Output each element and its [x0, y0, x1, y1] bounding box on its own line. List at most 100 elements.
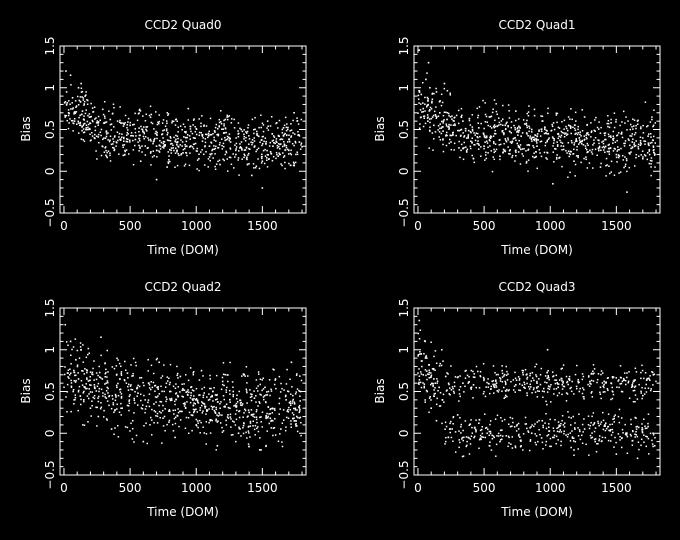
data-point — [535, 386, 538, 389]
data-point — [609, 429, 612, 431]
data-point — [429, 86, 431, 89]
data-point — [174, 140, 177, 143]
data-point — [652, 434, 655, 436]
data-point — [578, 390, 581, 393]
data-point — [251, 141, 254, 144]
data-point — [427, 116, 429, 118]
data-point — [203, 432, 206, 434]
data-point — [502, 118, 504, 120]
data-point — [453, 149, 455, 151]
data-point — [129, 141, 131, 143]
data-point — [279, 391, 282, 393]
data-point — [115, 384, 118, 387]
data-point — [539, 383, 542, 386]
data-point — [238, 426, 240, 429]
data-point — [73, 117, 76, 120]
data-point — [489, 137, 492, 140]
data-point — [549, 418, 551, 421]
data-point — [604, 138, 606, 141]
data-point — [87, 380, 90, 382]
data-point — [594, 438, 597, 440]
data-point — [567, 116, 570, 118]
data-point — [494, 383, 496, 386]
data-point — [522, 119, 525, 121]
data-point — [116, 386, 118, 389]
data-point — [93, 133, 96, 136]
data-point — [131, 427, 134, 430]
data-point — [104, 362, 106, 365]
data-point — [492, 125, 495, 128]
data-point — [418, 319, 421, 322]
data-point — [435, 419, 438, 422]
data-point — [602, 391, 605, 393]
data-point — [88, 388, 91, 390]
data-point — [620, 133, 622, 135]
data-point — [540, 437, 543, 439]
data-point — [620, 147, 622, 150]
data-point — [201, 135, 204, 137]
data-point — [65, 91, 68, 93]
data-point — [507, 125, 509, 127]
data-point — [196, 420, 199, 422]
data-point — [88, 113, 91, 115]
data-point — [546, 130, 548, 132]
data-point — [474, 134, 476, 136]
data-point — [424, 122, 427, 125]
data-point — [170, 397, 173, 400]
data-point — [465, 150, 468, 152]
chart-quad0: CCD2 Quad0 0 500 1000 1500−0.500.511.5 Time… — [19, 18, 307, 257]
data-point — [151, 156, 154, 158]
data-point — [285, 416, 288, 419]
data-point — [527, 149, 529, 151]
data-point — [202, 394, 205, 397]
data-point — [278, 402, 281, 405]
tick-layer: 0 500 1000 1500−0.500.511.5 — [43, 298, 306, 495]
data-point — [550, 384, 552, 386]
data-point — [483, 390, 485, 393]
data-point — [237, 159, 239, 161]
data-point — [276, 144, 279, 147]
data-point — [211, 148, 214, 151]
data-point — [64, 100, 67, 103]
data-point — [157, 122, 160, 125]
data-point — [574, 373, 577, 376]
data-point — [631, 133, 634, 135]
data-point — [621, 417, 623, 419]
data-point — [479, 429, 482, 432]
data-point — [437, 115, 440, 118]
data-point — [448, 393, 451, 395]
data-point — [630, 147, 632, 150]
data-point — [222, 362, 225, 364]
data-point — [442, 120, 445, 123]
data-point — [211, 394, 213, 397]
data-point — [79, 122, 81, 125]
data-point — [533, 114, 536, 117]
data-point — [595, 116, 597, 119]
data-point — [618, 155, 621, 157]
data-point — [598, 439, 600, 442]
data-point — [546, 377, 548, 380]
data-point — [143, 126, 145, 128]
data-point — [633, 379, 636, 381]
data-point — [578, 137, 581, 139]
data-point — [108, 404, 110, 407]
data-point — [545, 440, 548, 443]
data-point — [215, 123, 218, 126]
data-point — [127, 385, 129, 388]
data-point — [652, 149, 655, 152]
x-tick-label: 1000 — [181, 481, 212, 495]
data-point — [654, 122, 657, 124]
data-point — [240, 147, 243, 149]
data-point — [244, 139, 247, 142]
data-point — [255, 410, 258, 413]
data-point — [235, 142, 238, 145]
data-point — [245, 388, 248, 390]
data-point — [633, 119, 636, 122]
data-point — [285, 126, 288, 129]
data-point — [189, 397, 192, 399]
data-point — [531, 136, 534, 139]
data-point — [66, 372, 69, 374]
data-point — [168, 421, 170, 424]
data-point — [438, 131, 441, 133]
data-point — [653, 444, 656, 447]
